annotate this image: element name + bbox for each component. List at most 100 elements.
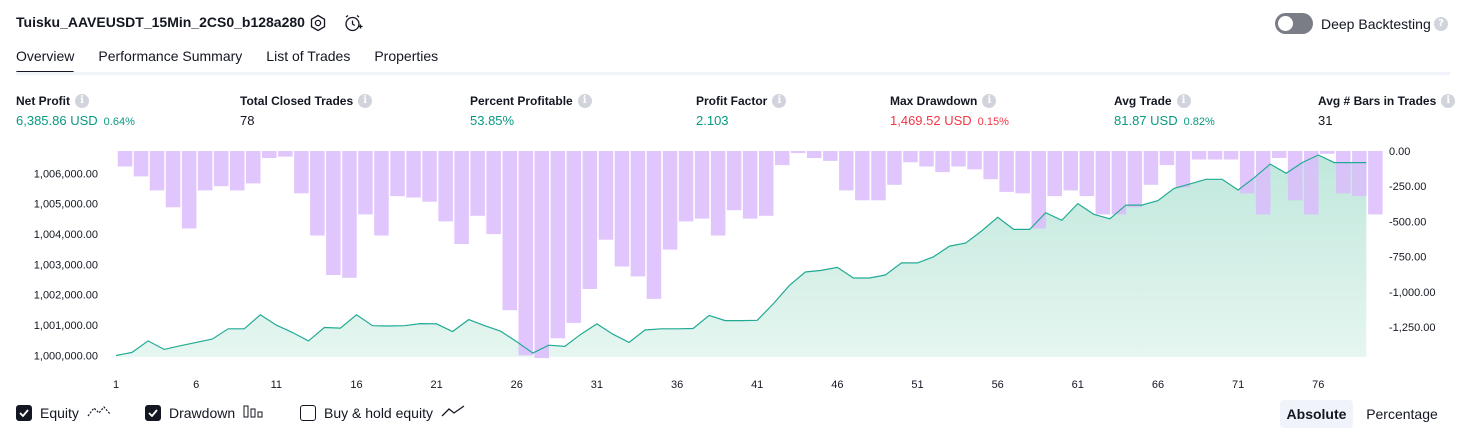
drawdown-bar xyxy=(358,151,373,214)
drawdown-bar xyxy=(727,151,742,210)
legend-label: Equity xyxy=(40,405,79,421)
tab-list-of-trades[interactable]: List of Trades xyxy=(266,48,350,71)
drawdown-bar xyxy=(1160,151,1175,165)
deep-backtesting-toggle[interactable] xyxy=(1275,13,1313,34)
add-alert-icon[interactable] xyxy=(343,13,363,33)
drawdown-bar xyxy=(1080,151,1095,196)
legend-buy-hold[interactable]: Buy & hold equity xyxy=(300,404,465,421)
deep-backtesting-label: Deep Backtesting xyxy=(1321,16,1431,32)
drawdown-bar xyxy=(166,151,181,207)
drawdown-bar xyxy=(663,151,678,250)
drawdown-bar xyxy=(1320,151,1335,154)
metric-value: 81.87 USD xyxy=(1114,113,1178,128)
drawdown-bar xyxy=(887,151,902,185)
drawdown-bar xyxy=(198,151,213,190)
info-icon[interactable]: i xyxy=(75,94,89,108)
drawdown-bar xyxy=(967,151,982,169)
percentage-button[interactable]: Percentage xyxy=(1359,400,1445,428)
info-icon[interactable]: i xyxy=(1441,94,1455,108)
info-icon[interactable]: i xyxy=(358,94,372,108)
drawdown-bar xyxy=(807,151,822,158)
drawdown-bar xyxy=(983,151,998,179)
metric-avg-trade: Avg Trade i 81.87 USD 0.82% xyxy=(1114,94,1215,128)
drawdown-bar xyxy=(1208,151,1223,160)
drawdown-bar xyxy=(134,151,149,176)
info-icon[interactable]: i xyxy=(578,94,592,108)
buy-hold-line-icon xyxy=(441,404,465,421)
metric-label: Percent Profitable xyxy=(470,94,573,108)
drawdown-bar xyxy=(583,151,598,289)
legend-label: Buy & hold equity xyxy=(324,405,433,421)
drawdown-bar xyxy=(278,151,293,157)
x-tick-label: 56 xyxy=(992,379,1004,391)
settings-icon[interactable] xyxy=(308,13,328,33)
info-icon[interactable]: i xyxy=(772,94,786,108)
x-tick-label: 16 xyxy=(350,379,362,391)
drawdown-bar xyxy=(486,151,501,234)
metric-value: 2.103 xyxy=(696,113,729,128)
info-icon[interactable]: i xyxy=(1177,94,1191,108)
drawdown-bar xyxy=(951,151,966,167)
x-tick-label: 61 xyxy=(1072,379,1084,391)
drawdown-bar xyxy=(999,151,1014,192)
drawdown-bar xyxy=(390,151,405,196)
absolute-button[interactable]: Absolute xyxy=(1280,400,1353,428)
drawdown-checkbox[interactable] xyxy=(145,405,161,421)
metric-percent: 0.82% xyxy=(1184,116,1215,128)
y-right-tick-label: -750.00 xyxy=(1389,252,1426,264)
drawdown-bar xyxy=(791,151,806,153)
metric-max-drawdown: Max Drawdown i 1,469.52 USD 0.15% xyxy=(890,94,1009,128)
tab-overview[interactable]: Overview xyxy=(16,48,74,71)
help-icon[interactable]: ? xyxy=(1434,17,1448,31)
tab-properties[interactable]: Properties xyxy=(374,48,438,71)
drawdown-bar xyxy=(454,151,469,244)
drawdown-bar xyxy=(326,151,341,275)
drawdown-bar xyxy=(1144,151,1159,185)
drawdown-bar xyxy=(551,151,566,338)
equity-drawdown-chart[interactable]: 1,000,000.00 1,001,000.00 1,002,000.00 1,00… xyxy=(0,140,1466,395)
drawdown-bar xyxy=(775,151,790,165)
drawdown-bar xyxy=(470,151,485,216)
y-left-tick-label: 1,002,000.00 xyxy=(34,290,98,302)
drawdown-bar xyxy=(1288,151,1303,200)
x-tick-label: 36 xyxy=(671,379,683,391)
drawdown-bar xyxy=(214,151,229,186)
y-right-tick-label: 0.00 xyxy=(1389,146,1410,158)
tab-performance-summary[interactable]: Performance Summary xyxy=(98,48,242,71)
x-tick-label: 11 xyxy=(271,379,282,391)
metric-percent: 0.15% xyxy=(978,116,1009,128)
x-tick-label: 31 xyxy=(591,379,603,391)
y-right-tick-label: -1,250.00 xyxy=(1389,322,1435,334)
tab-divider xyxy=(16,72,1450,75)
drawdown-bar xyxy=(182,151,197,229)
drawdown-bar xyxy=(1224,151,1239,160)
y-left-tick-label: 1,000,000.00 xyxy=(34,351,98,363)
metric-label: Net Profit xyxy=(16,94,70,108)
buy-hold-checkbox[interactable] xyxy=(300,405,316,421)
drawdown-bar xyxy=(759,151,774,216)
metric-value: 53.85% xyxy=(470,113,514,128)
drawdown-bar xyxy=(118,151,133,167)
drawdown-bar xyxy=(1368,151,1383,214)
legend-drawdown[interactable]: Drawdown xyxy=(145,404,265,421)
y-left-tick-label: 1,004,000.00 xyxy=(34,229,98,241)
metric-value: 6,385.86 USD xyxy=(16,113,98,128)
drawdown-bar xyxy=(567,151,582,323)
info-icon[interactable]: i xyxy=(982,94,996,108)
equity-checkbox[interactable] xyxy=(16,405,32,421)
drawdown-bar xyxy=(246,151,261,183)
metric-value: 31 xyxy=(1318,113,1332,128)
drawdown-bar xyxy=(262,151,277,158)
metric-percent-profitable: Percent Profitable i 53.85% xyxy=(470,94,592,128)
x-tick-label: 76 xyxy=(1312,379,1324,391)
drawdown-bar xyxy=(406,151,421,198)
y-left-tick-label: 1,006,000.00 xyxy=(34,168,98,180)
x-tick-label: 1 xyxy=(113,379,119,391)
drawdown-bar xyxy=(1352,151,1367,196)
drawdown-bar xyxy=(342,151,357,278)
legend-equity[interactable]: Equity xyxy=(16,404,111,421)
y-right-tick-label: -500.00 xyxy=(1389,216,1426,228)
strategy-title: Tuisku_AAVEUSDT_15Min_2CS0_b128a280 xyxy=(16,14,305,30)
metric-label: Avg # Bars in Trades xyxy=(1318,94,1436,108)
drawdown-bar xyxy=(1112,151,1127,214)
